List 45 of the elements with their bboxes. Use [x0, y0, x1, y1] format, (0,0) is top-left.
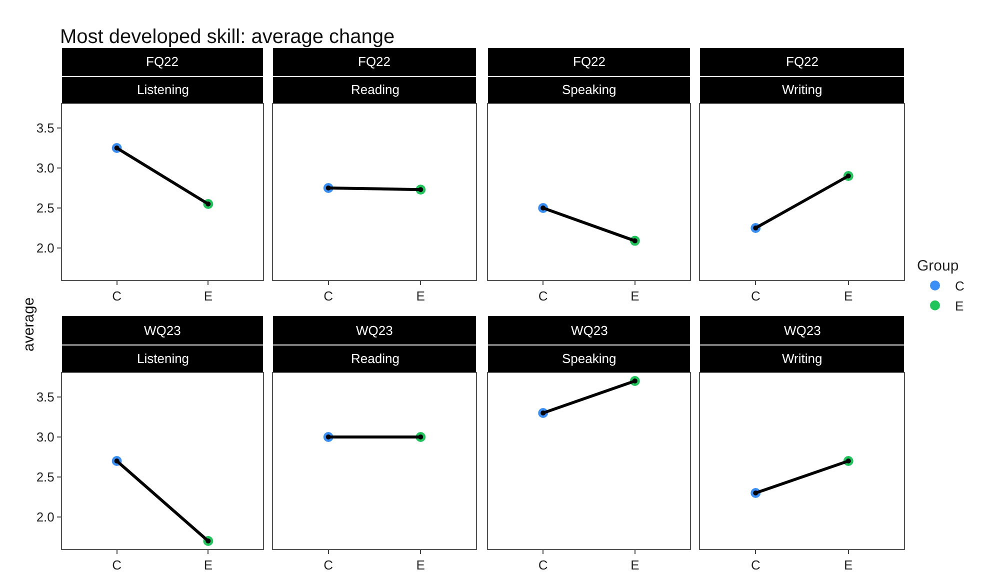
- y-tick-label: 3.5: [36, 390, 54, 405]
- chart-title: FQ22: [358, 54, 391, 69]
- x-tick-label: C: [538, 288, 548, 304]
- legend-label: C: [955, 278, 964, 294]
- chart-subtitle: Writing: [782, 351, 822, 366]
- text: Most developed skill: average change: [60, 26, 395, 48]
- chart-title: WQ23: [144, 323, 181, 338]
- chart-subtitle: Speaking: [562, 82, 616, 97]
- chart-title: WQ23: [356, 323, 393, 338]
- x-tick-label: C: [750, 288, 760, 304]
- x-tick-label: E: [416, 558, 426, 572]
- chart-subtitle: Speaking: [562, 351, 616, 366]
- chart-title: FQ22: [146, 54, 179, 69]
- y-tick-label: 3.0: [36, 430, 54, 445]
- y-tick-label: 2.0: [36, 510, 54, 525]
- chart-title: WQ23: [784, 323, 821, 338]
- y-axis-title: average: [20, 297, 38, 352]
- x-tick-label: C: [324, 288, 334, 304]
- chart-subtitle: Listening: [137, 82, 190, 97]
- x-tick-label: E: [630, 558, 640, 572]
- x-tick-label: E: [844, 288, 854, 304]
- y-tick-label: 2.5: [36, 200, 54, 216]
- chart-title: WQ23: [571, 323, 608, 338]
- legend-label: E: [955, 298, 964, 314]
- x-tick-label: C: [538, 558, 548, 572]
- chart-title: FQ22: [573, 54, 606, 69]
- x-tick-label: C: [112, 288, 122, 304]
- y-tick-label: 3.5: [36, 120, 54, 136]
- x-tick-label: E: [630, 288, 640, 304]
- x-tick-label: E: [204, 288, 213, 304]
- chart-subtitle: Writing: [782, 82, 822, 97]
- chart-subtitle: Reading: [351, 351, 400, 366]
- x-tick-label: C: [112, 558, 122, 572]
- legend-title: Group: [917, 258, 959, 274]
- chart-title: FQ22: [786, 54, 819, 69]
- y-tick-label: 2.5: [36, 470, 54, 485]
- y-tick-label: 3.0: [36, 160, 54, 176]
- x-tick-label: C: [324, 558, 334, 572]
- x-tick-label: E: [844, 558, 854, 572]
- x-tick-label: C: [750, 558, 760, 572]
- x-tick-label: E: [416, 288, 426, 304]
- chart-subtitle: Reading: [351, 82, 400, 97]
- y-tick-label: 2.0: [36, 240, 54, 256]
- x-tick-label: E: [204, 558, 213, 572]
- chart-subtitle: Listening: [137, 351, 190, 366]
